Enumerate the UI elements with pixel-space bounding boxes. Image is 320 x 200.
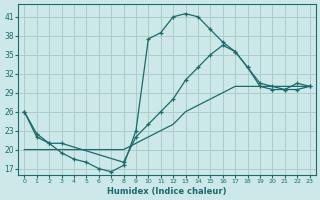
X-axis label: Humidex (Indice chaleur): Humidex (Indice chaleur) <box>107 187 227 196</box>
